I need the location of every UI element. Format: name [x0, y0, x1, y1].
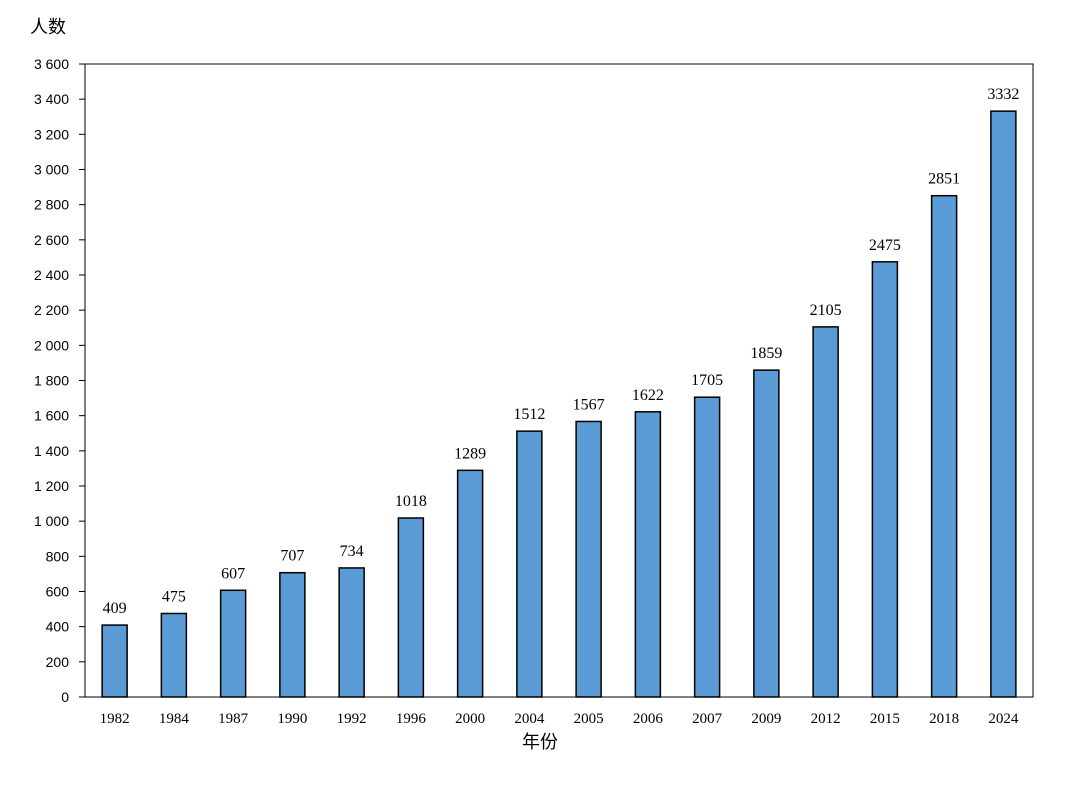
x-tick-label: 2024 — [988, 711, 1019, 727]
bar-2012 — [812, 326, 839, 698]
y-tick-label: 3 400 — [34, 91, 69, 107]
bar-2004 — [516, 430, 543, 698]
x-tick-label: 2018 — [929, 711, 959, 727]
data-label-2018: 2851 — [928, 171, 960, 188]
x-tick-label: 1992 — [337, 711, 367, 727]
y-tick-label: 2 800 — [34, 197, 69, 213]
bar-2005 — [575, 420, 602, 698]
data-label-2000: 1289 — [454, 445, 486, 462]
y-tick-label: 800 — [46, 548, 70, 564]
data-label-2004: 1512 — [513, 406, 545, 423]
bar-2006 — [634, 411, 662, 698]
y-tick-label: 1 000 — [34, 513, 69, 529]
data-label-2005: 1567 — [573, 396, 605, 413]
y-tick-label: 1 400 — [34, 443, 69, 459]
data-label-1996: 1018 — [395, 493, 427, 510]
data-label-2007: 1705 — [691, 372, 723, 389]
y-axis-label: 人数 — [30, 17, 66, 38]
x-tick-label: 1984 — [159, 711, 190, 727]
data-label-1982: 409 — [103, 600, 127, 617]
plot-area-frame — [84, 63, 1034, 698]
bar-1992 — [338, 567, 365, 698]
y-tick-label: 600 — [46, 584, 70, 600]
y-tick-label: 1 600 — [34, 408, 69, 424]
y-tick-label: 2 600 — [34, 232, 69, 248]
data-label-2009: 1859 — [750, 345, 782, 362]
x-tick-label: 2009 — [751, 711, 781, 727]
x-tick-label: 2006 — [633, 711, 664, 727]
x-tick-label: 1987 — [218, 711, 249, 727]
y-tick-label: 3 000 — [34, 162, 69, 178]
bar-2000 — [456, 469, 484, 698]
x-tick-label: 2007 — [692, 711, 723, 727]
y-tick-label: 2 200 — [34, 302, 69, 318]
x-axis: 1982 1984 1987 1990 1992 1996 2000 2004 2005 2006… — [100, 711, 1019, 727]
x-tick-label: 1982 — [100, 711, 130, 727]
data-label-1984: 475 — [162, 588, 186, 605]
bar-2009 — [753, 369, 780, 698]
x-axis-label: 年份 — [522, 732, 558, 753]
bar-1990 — [279, 571, 306, 698]
bar-2015 — [871, 261, 899, 698]
bar-2007 — [693, 396, 721, 698]
y-tick-label: 1 200 — [34, 478, 69, 494]
y-tick-label: 1 800 — [34, 373, 69, 389]
bar-2024 — [990, 110, 1017, 698]
bars: 409 475 607 707 734 1018 1289 1512 1567 1622 1705 1… — [101, 86, 1019, 698]
bar-1982 — [101, 624, 128, 698]
bar-2018 — [930, 194, 958, 698]
bar-1996 — [397, 517, 425, 698]
y-tick-label: 400 — [46, 619, 70, 635]
y-tick-label: 3 600 — [34, 56, 69, 72]
x-tick-label: 1996 — [396, 711, 427, 727]
data-label-2006: 1622 — [632, 387, 664, 404]
y-axis: 0 200 400 600 800 1 000 1 200 1 400 1 600 1 800 2 … — [34, 56, 85, 705]
y-tick-label: 200 — [46, 654, 70, 670]
bar-1987 — [219, 589, 247, 698]
data-label-1992: 734 — [340, 543, 364, 560]
data-label-2015: 2475 — [869, 237, 901, 254]
x-tick-label: 2004 — [514, 711, 545, 727]
data-label-2012: 2105 — [810, 302, 842, 319]
x-tick-label: 2005 — [574, 711, 604, 727]
x-tick-label: 2015 — [870, 711, 900, 727]
y-tick-label: 2 000 — [34, 337, 69, 353]
data-label-2024: 3332 — [987, 86, 1019, 103]
y-tick-label: 2 400 — [34, 267, 69, 283]
x-tick-label: 2000 — [455, 711, 485, 727]
x-tick-label: 2012 — [811, 711, 841, 727]
x-tick-label: 1990 — [277, 711, 307, 727]
y-tick-label: 3 200 — [34, 126, 69, 142]
y-tick-label: 0 — [61, 689, 69, 705]
data-label-1990: 707 — [280, 548, 304, 565]
bar-1984 — [160, 612, 188, 698]
data-label-1987: 607 — [221, 565, 245, 582]
